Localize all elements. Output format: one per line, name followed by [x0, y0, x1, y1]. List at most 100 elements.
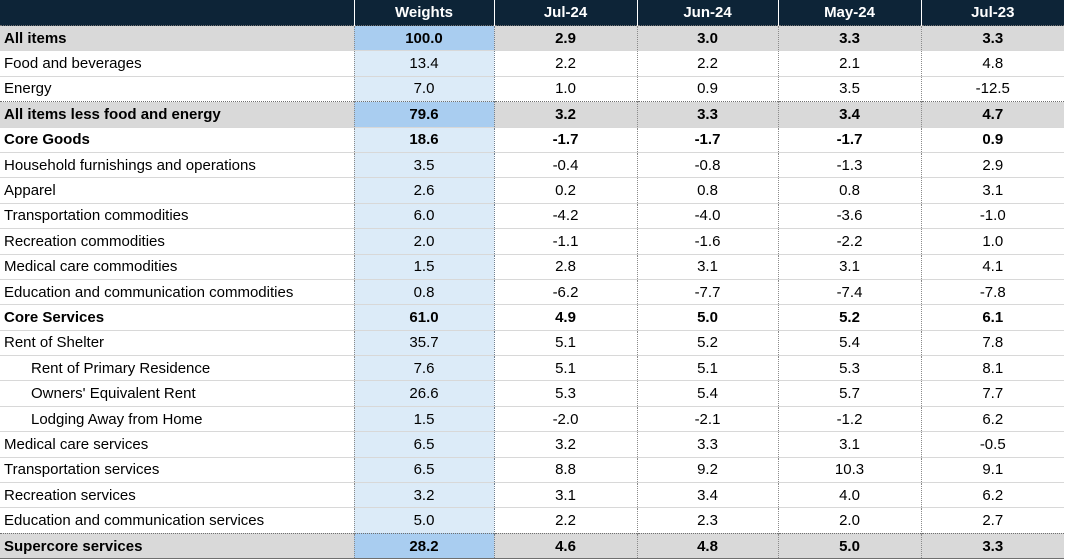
cell-jul24: -2.0 [494, 406, 638, 432]
row-label: All items [0, 25, 355, 51]
table-row: Rent of Shelter 35.7 5.1 5.2 5.4 7.8 [0, 330, 1064, 356]
cell-jun24: 5.2 [637, 330, 779, 356]
cell-may24: -1.3 [778, 152, 922, 178]
table-row: All items less food and energy 79.6 3.2 3.3… [0, 101, 1064, 128]
row-label: Core Goods [0, 127, 355, 153]
cell-weight: 61.0 [353, 304, 495, 331]
cell-jul23: -0.5 [979, 435, 1006, 453]
table-header: Weights Jul-24 Jun-24 May-24 Jul-23 [0, 0, 1064, 26]
row-label: Lodging Away from Home [0, 406, 355, 432]
cell-jun24: 2.3 [637, 507, 779, 534]
cell-jul23: 4.1 [982, 258, 1004, 276]
row-label: Food and beverages [0, 50, 355, 77]
cell-jun24: 5.1 [637, 355, 779, 381]
table-row: Rent of Primary Residence 7.6 5.1 5.1 5.3 8.1 [0, 355, 1064, 381]
cell-weight: 7.6 [353, 355, 495, 381]
cell-weight: 0.8 [353, 279, 495, 305]
row-label: Transportation commodities [0, 203, 355, 229]
cell-jul24: 8.8 [494, 457, 638, 483]
row-label: Supercore services [0, 533, 355, 559]
cell-may24: 3.4 [778, 101, 922, 128]
cell-jul24: 3.2 [494, 101, 638, 128]
row-label: Recreation commodities [0, 228, 355, 255]
cell-jul23: 0.9 [982, 131, 1004, 149]
cell-weight: 35.7 [353, 330, 495, 356]
cell-jul23: 4.7 [921, 101, 1064, 128]
cell-jul23: -12.5 [975, 80, 1010, 98]
cell-jul23: 2.9 [982, 156, 1004, 174]
row-label: Recreation services [0, 482, 355, 508]
table-row: Household furnishings and operations 3.5-… [0, 152, 1064, 178]
cell-jun24: -1.6 [637, 228, 779, 255]
cell-jul23: 2.7 [982, 512, 1004, 530]
cell-jul23: 6.2 [982, 486, 1004, 504]
cell-jun24: -0.8 [637, 152, 779, 178]
table-row: All items 100.0 2.9 3.0 3.3 3.3 [0, 25, 1064, 51]
cell-jun24: 9.2 [637, 457, 779, 483]
row-label: Education and communication commodities [0, 279, 355, 305]
cell-may24: -7.4 [778, 279, 922, 305]
cell-may24: 5.7 [778, 380, 922, 407]
table-row: Core Goods 18.6 -1.7 -1.7 -1.7 0.9 [0, 127, 1064, 153]
header-weights: Weights [354, 0, 495, 26]
table-row: Recreation commodities 2.0 -1.1 -1.6 -2.2 1.0 [0, 228, 1064, 255]
row-label: Energy [0, 76, 355, 102]
table-row: Food and beverages 13.4 2.2 2.2 2.1 4.8 [0, 50, 1064, 77]
cell-jul24: 5.1 [494, 355, 638, 381]
row-label: Apparel [0, 177, 355, 204]
row-label: Household furnishings and operations [0, 152, 355, 178]
cell-jul24: 3.2 [494, 431, 638, 458]
cell-weight: 6.5 [353, 431, 495, 458]
cell-weight: 3.5 [353, 152, 495, 178]
cell-jul23: -1.0 [979, 207, 1006, 225]
cell-jul24: 2.2 [494, 50, 638, 77]
cell-may24: 3.1 [778, 254, 922, 280]
cell-weight: 3.2 [353, 482, 495, 508]
cell-jul24: 0.2 [494, 177, 638, 204]
cell-jun24: 3.3 [637, 101, 779, 128]
cell-jul24: -6.2 [494, 279, 638, 305]
header-jul23: Jul-23 [921, 0, 1064, 26]
cell-jul23: 6.1 [982, 308, 1004, 326]
table-row: Lodging Away from Home 1.5 -2.0 -2.1 -1.2 6.2 [0, 406, 1064, 432]
cell-jul23: 6.2 [982, 410, 1004, 428]
row-label: Rent of Primary Residence [0, 355, 355, 381]
cell-may24: 5.2 [778, 304, 922, 331]
cell-jul23: 3.3 [921, 25, 1064, 51]
cell-may24: 5.4 [778, 330, 922, 356]
header-may24: May-24 [778, 0, 922, 26]
cell-may24: 2.0 [778, 507, 922, 534]
table-row: Education and communication commodities 0… [0, 279, 1064, 305]
cell-weight: 7.0 [353, 76, 495, 102]
cell-jul24: 4.9 [494, 304, 638, 331]
cell-may24: -1.2 [778, 406, 922, 432]
cell-jul24: -0.4 [494, 152, 638, 178]
row-label: Medical care services [0, 431, 355, 458]
cell-may24: 3.5 [778, 76, 922, 102]
cell-jul24: 2.8 [494, 254, 638, 280]
cell-weight: 100.0 [353, 25, 495, 51]
cell-may24: 0.8 [778, 177, 922, 204]
cell-may24: 5.3 [778, 355, 922, 381]
cell-jul23: 1.0 [982, 232, 1004, 250]
table-row: Transportation services 6.5 8.8 9.2 10.3 9.1 [0, 457, 1064, 483]
table-row: Supercore services 28.2 4.6 4.8 5.0 3.3 [0, 533, 1064, 559]
cell-jul24: 3.1 [494, 482, 638, 508]
cell-jun24: -1.7 [637, 127, 779, 153]
cell-jul23: 9.1 [982, 461, 1004, 479]
cell-jun24: 0.8 [637, 177, 779, 204]
cell-jun24: -2.1 [637, 406, 779, 432]
cell-jul24: 5.1 [494, 330, 638, 356]
table-row: Education and communication services 5.0 2… [0, 507, 1064, 534]
cell-jul23: 7.8 [982, 334, 1004, 352]
cell-jul24: 2.9 [494, 25, 638, 51]
cell-may24: 5.0 [778, 533, 922, 559]
table-row: Medical care services 6.5 3.2 3.3 3.1 -0.5 [0, 431, 1064, 458]
cell-jun24: -4.0 [637, 203, 779, 229]
cell-jul24: -1.1 [494, 228, 638, 255]
cell-weight: 5.0 [353, 507, 495, 534]
row-label: Education and communication services [0, 507, 355, 534]
cell-jul24: 5.3 [494, 380, 638, 407]
cell-may24: 2.1 [778, 50, 922, 77]
header-blank [0, 0, 355, 26]
